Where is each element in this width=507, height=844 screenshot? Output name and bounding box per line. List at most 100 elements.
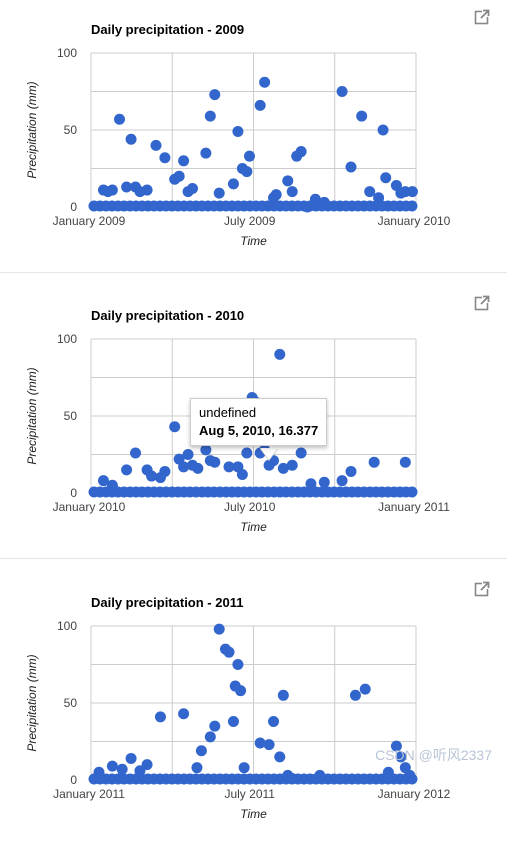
data-point[interactable] bbox=[178, 708, 190, 720]
data-point[interactable] bbox=[390, 740, 402, 752]
data-point[interactable] bbox=[349, 689, 361, 701]
data-point[interactable] bbox=[380, 172, 392, 184]
data-point[interactable] bbox=[227, 715, 239, 727]
data-point[interactable] bbox=[232, 126, 244, 138]
data-point[interactable] bbox=[336, 86, 348, 97]
data-point[interactable] bbox=[223, 646, 235, 658]
data-point[interactable] bbox=[173, 170, 185, 182]
data-point[interactable] bbox=[314, 769, 326, 781]
data-point[interactable] bbox=[125, 133, 137, 145]
data-point[interactable] bbox=[195, 745, 207, 757]
open-in-new-icon[interactable] bbox=[474, 581, 490, 597]
data-point[interactable] bbox=[187, 183, 199, 195]
data-point[interactable] bbox=[209, 456, 221, 468]
data-point[interactable] bbox=[146, 470, 158, 482]
data-point[interactable] bbox=[209, 89, 221, 101]
data-point[interactable] bbox=[232, 659, 244, 670]
x-tick-label: July 2011 bbox=[224, 787, 275, 801]
data-point[interactable] bbox=[141, 759, 153, 771]
data-point[interactable] bbox=[406, 186, 418, 198]
open-in-new-icon[interactable] bbox=[474, 9, 490, 25]
data-point[interactable] bbox=[359, 683, 371, 695]
data-point[interactable] bbox=[309, 193, 321, 205]
data-point[interactable] bbox=[134, 765, 146, 777]
data-point[interactable] bbox=[159, 465, 171, 477]
data-point[interactable] bbox=[227, 178, 239, 190]
data-point[interactable] bbox=[301, 201, 313, 213]
x-tick-label: January 2011 bbox=[53, 787, 125, 801]
data-point[interactable] bbox=[356, 110, 368, 122]
data-point[interactable] bbox=[345, 465, 357, 477]
data-point[interactable] bbox=[223, 461, 235, 473]
data-point[interactable] bbox=[274, 751, 286, 763]
data-point[interactable] bbox=[235, 685, 247, 697]
data-point[interactable] bbox=[406, 200, 418, 212]
data-point[interactable] bbox=[116, 763, 128, 775]
data-point[interactable] bbox=[238, 762, 250, 774]
data-point[interactable] bbox=[178, 155, 190, 167]
data-point[interactable] bbox=[274, 348, 286, 360]
data-point[interactable] bbox=[368, 456, 380, 468]
data-point[interactable] bbox=[125, 752, 137, 764]
data-point[interactable] bbox=[97, 475, 109, 487]
data-point[interactable] bbox=[178, 461, 190, 473]
data-point[interactable] bbox=[286, 186, 298, 198]
y-tick-label: 50 bbox=[64, 696, 78, 710]
data-point[interactable] bbox=[154, 711, 166, 723]
data-point[interactable] bbox=[268, 715, 280, 727]
data-point[interactable] bbox=[121, 464, 133, 476]
data-point[interactable] bbox=[130, 447, 142, 459]
data-point[interactable] bbox=[200, 444, 212, 456]
data-point[interactable] bbox=[106, 760, 118, 772]
data-point[interactable] bbox=[204, 110, 216, 122]
data-point[interactable] bbox=[241, 166, 253, 178]
data-point[interactable] bbox=[404, 769, 416, 781]
data-point[interactable] bbox=[113, 113, 125, 125]
data-point[interactable] bbox=[106, 479, 118, 491]
data-point[interactable] bbox=[241, 447, 253, 459]
data-point[interactable] bbox=[259, 76, 271, 88]
data-point[interactable] bbox=[204, 731, 216, 743]
data-point[interactable] bbox=[270, 189, 282, 201]
data-point[interactable] bbox=[318, 196, 330, 208]
data-point[interactable] bbox=[282, 175, 294, 187]
data-point[interactable] bbox=[236, 469, 248, 481]
data-point[interactable] bbox=[192, 462, 204, 474]
data-point[interactable] bbox=[382, 766, 394, 778]
data-point[interactable] bbox=[318, 476, 330, 488]
data-point[interactable] bbox=[200, 147, 212, 159]
data-point[interactable] bbox=[169, 421, 181, 433]
data-point[interactable] bbox=[286, 459, 298, 471]
data-point[interactable] bbox=[277, 689, 289, 701]
data-point[interactable] bbox=[159, 152, 171, 164]
data-point[interactable] bbox=[141, 184, 153, 196]
data-point[interactable] bbox=[295, 447, 307, 459]
open-in-new-icon[interactable] bbox=[474, 295, 490, 311]
data-point[interactable] bbox=[364, 186, 376, 198]
data-point[interactable] bbox=[254, 737, 266, 749]
data-point[interactable] bbox=[336, 475, 348, 487]
data-point[interactable] bbox=[395, 751, 407, 763]
data-point[interactable] bbox=[254, 99, 266, 111]
data-point[interactable] bbox=[345, 161, 357, 173]
data-point[interactable] bbox=[377, 124, 389, 136]
data-point[interactable] bbox=[263, 739, 275, 751]
data-point[interactable] bbox=[305, 478, 317, 490]
y-axis-title: Precipitation (mm) bbox=[25, 81, 39, 178]
data-point[interactable] bbox=[191, 762, 203, 774]
data-point[interactable] bbox=[373, 192, 385, 204]
data-point[interactable] bbox=[295, 146, 307, 158]
data-point[interactable] bbox=[150, 139, 162, 151]
data-point[interactable] bbox=[406, 486, 418, 498]
data-point[interactable] bbox=[213, 187, 225, 199]
data-point[interactable] bbox=[243, 150, 255, 162]
data-point[interactable] bbox=[209, 720, 221, 732]
data-point[interactable] bbox=[106, 184, 118, 196]
watermark: CSDN @听风2337 bbox=[375, 747, 492, 763]
data-point[interactable] bbox=[277, 462, 289, 474]
data-point[interactable] bbox=[93, 766, 105, 778]
data-point[interactable] bbox=[213, 623, 225, 635]
data-point[interactable] bbox=[399, 456, 411, 468]
data-point[interactable] bbox=[182, 449, 194, 460]
data-point[interactable] bbox=[121, 181, 133, 193]
